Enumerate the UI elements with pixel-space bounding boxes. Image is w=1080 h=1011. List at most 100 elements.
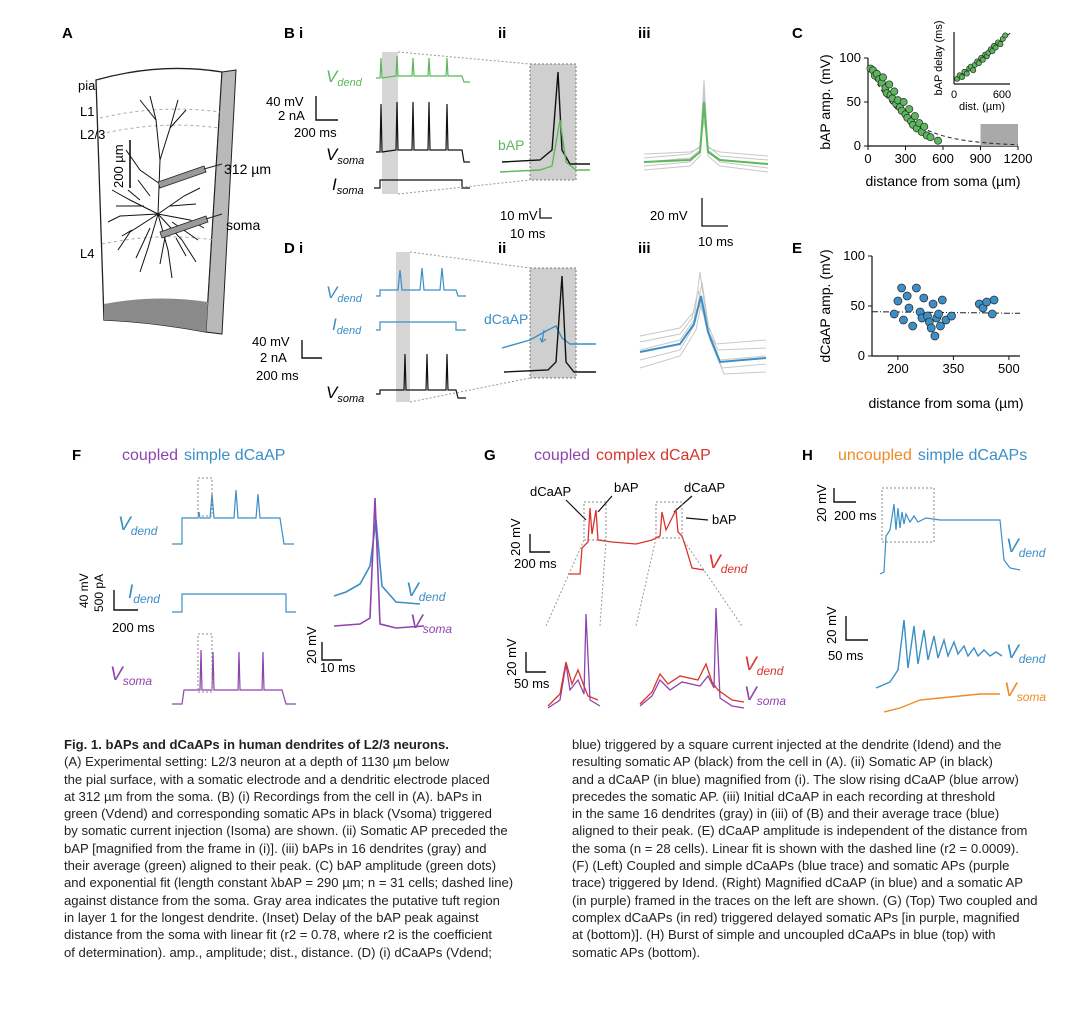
y-axis-label: bAP amp. (mV) (817, 54, 833, 149)
data-point (947, 311, 956, 321)
h-vdend-label: Vdend (1006, 536, 1046, 560)
b-isoma-label: Isoma (332, 175, 364, 197)
d-scale-na: 2 nA (260, 350, 287, 365)
f-mag-vdend-label: Vdend (406, 580, 446, 604)
x-axis-label: distance from soma (µm) (868, 395, 1023, 411)
d-vsoma-label: Vsoma (326, 383, 364, 405)
h-scale-bar (833, 488, 856, 503)
f-mag-vsoma-label: Vsoma (410, 612, 452, 636)
caption-left-line: in layer 1 for the longest dendrite. (In… (64, 909, 479, 925)
caption-left-line: distance from the soma with linear fit (… (64, 927, 493, 943)
f-scale-ms: 200 ms (112, 620, 155, 635)
b-scale-mv: 40 mV (266, 94, 304, 109)
x-axis-label: distance from soma (µm) (865, 173, 1020, 189)
data-point (937, 295, 947, 305)
f-trace-vsoma (172, 649, 296, 705)
caption-left-line: (A) Experimental setting: L2/3 neuron at… (64, 754, 450, 770)
f-scale-pa: 500 pA (92, 574, 106, 612)
g-zoom-line-4 (681, 537, 743, 627)
data-point (997, 41, 1004, 48)
data-point (970, 67, 977, 74)
caption-right-line: precedes the somatic AP. (iii) Initial d… (572, 788, 996, 804)
g-mag-scale-bar (525, 652, 546, 673)
d-scale-bar (301, 340, 322, 359)
f-title: coupled simple dCaAP (122, 447, 285, 464)
g-label-dcaap-2: dCaAP (684, 480, 725, 495)
y-tick-label: 50 (847, 94, 861, 109)
electrode-label-312: 312 µm (224, 161, 271, 177)
d-idend-label: Idend (332, 315, 362, 337)
chart-c: 0 300 600 900 1200 0 50 100 distance from soma (… (817, 21, 1032, 190)
layer-l1: L1 (80, 104, 94, 119)
d-ii-soma-trace (503, 275, 596, 373)
f-scale-mv: 40 mV (77, 573, 91, 608)
data-point (963, 70, 970, 77)
y-tick-label: 100 (843, 248, 865, 263)
data-point (930, 331, 940, 341)
data-point (992, 44, 999, 51)
caption-right-line: in the same 16 dendrites (gray) in (iii)… (572, 806, 1000, 822)
d-scale-ms: 200 ms (256, 368, 299, 383)
panel-label-diii: iii (638, 240, 651, 257)
h-scale-ms: 200 ms (834, 508, 877, 523)
panel-label-f: F (72, 447, 81, 464)
d-trace-vsoma (376, 353, 466, 399)
x-tick-label: 900 (970, 151, 992, 166)
d-ii-dcaap-label: dCaAP (484, 311, 528, 327)
g-pointer-arrows (565, 495, 709, 521)
g-mag-scale-mv: 20 mV (504, 638, 519, 676)
g-scale-bar (529, 534, 550, 553)
b-iii-scale-bar (701, 198, 728, 227)
caption-right-line: and a dCaAP (in blue) magnified from (i)… (572, 771, 1019, 787)
electrode-dendrite (157, 163, 223, 189)
x-tick-label: 300 (895, 151, 917, 166)
inset-x-tick-label: 0 (951, 89, 957, 101)
h-trace-top (879, 503, 1021, 575)
caption-left-line: against distance from the soma. Gray are… (64, 892, 500, 908)
f-trace-vdend (172, 489, 294, 545)
h-scale-mv: 20 mV (814, 484, 829, 522)
h-mag-scale-bar (845, 616, 868, 641)
caption-right-line: resulting somatic AP (black) from the ce… (572, 754, 993, 770)
panel-label-bi: B i (284, 25, 303, 42)
data-point (982, 297, 992, 307)
caption-right-line: (F) (Left) Coupled and simple dCaAPs (bl… (572, 858, 1010, 874)
caption-left-line: at 312 µm from the soma. (B) (i) Recordi… (64, 788, 482, 804)
d-ii-arrow (539, 329, 547, 343)
y-tick-label: 0 (854, 138, 861, 153)
h-trace-mag-soma (883, 693, 1000, 713)
h-title: uncoupled simple dCaAPs (838, 447, 1027, 464)
b-ii-soma-trace (501, 71, 590, 165)
data-point (1002, 32, 1009, 39)
f-trace-idend (172, 593, 296, 613)
b-scale-na: 2 nA (278, 108, 305, 123)
data-point (904, 303, 914, 313)
x-tick-label: 350 (943, 361, 965, 376)
y-axis-label: dCaAP amp. (mV) (817, 249, 833, 362)
caption-left-line: their average (green) aligned to their p… (64, 858, 497, 874)
panel-label-di: D i (284, 240, 303, 257)
data-point (899, 315, 908, 325)
caption-right-line: the soma (n = 28 cells). Linear fit is s… (572, 840, 1019, 856)
g-zoom-line-2 (599, 539, 607, 627)
chart-c-inset: dist. (µm) bAP delay (ms) 0 600 (933, 21, 1011, 114)
data-point (934, 136, 942, 145)
data-point (989, 295, 999, 305)
fit-line (867, 64, 1019, 146)
f-scale-bar (113, 590, 138, 611)
g-mag-dend-2 (639, 662, 745, 705)
panel-label-g: G (484, 447, 496, 464)
d-trace-idend (376, 321, 466, 331)
caption-right: blue) triggered by a square current inje… (572, 736, 1042, 961)
d-zoom-line-top (409, 251, 531, 269)
d-ii-dcaap-trace (501, 325, 596, 349)
data-point (879, 73, 887, 82)
tuft-region (980, 124, 1018, 146)
b-ii-scale-ms: 10 ms (510, 226, 546, 241)
data-point (885, 80, 894, 89)
h-frame (881, 487, 935, 543)
b-iii-average-trace (643, 101, 769, 165)
d-scale-mv: 40 mV (252, 334, 290, 349)
caption-left-line: green (Vdend) and corresponding somatic … (64, 806, 492, 822)
caption-right-line: aligned to their peak. (E) dCaAP amplitu… (572, 823, 1028, 839)
